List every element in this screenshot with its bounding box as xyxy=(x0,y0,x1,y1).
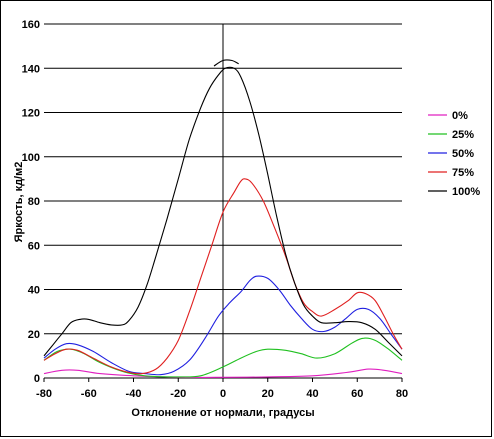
x-tick-label: 80 xyxy=(396,388,408,400)
series-line-4 xyxy=(43,178,403,375)
series-layer xyxy=(43,59,403,379)
x-tick-label: 0 xyxy=(220,388,226,400)
legend-label-3: 50% xyxy=(452,148,474,160)
x-tick-label: -80 xyxy=(36,388,52,400)
series-line-5 xyxy=(43,66,403,357)
legend-label-1: 0% xyxy=(452,110,468,122)
x-tick-label: 60 xyxy=(351,388,363,400)
y-tick-label: 100 xyxy=(22,152,40,164)
legend-label-5: 100% xyxy=(452,186,480,198)
legend-label-2: 25% xyxy=(452,129,474,141)
x-tick-label: -20 xyxy=(170,388,186,400)
x-axis-title: Отклонение от нормали, градусы xyxy=(131,407,314,419)
y-tick-label: 60 xyxy=(28,240,40,252)
peak-arc xyxy=(213,59,239,67)
legend: 0% 25% 50% 75% 100% xyxy=(428,110,480,198)
y-tick-label: 20 xyxy=(28,329,40,341)
series-line-3 xyxy=(43,275,403,376)
legend-label-4: 75% xyxy=(452,167,474,179)
x-tick-label: 40 xyxy=(306,388,318,400)
y-tick-label: 140 xyxy=(22,63,40,75)
y-tick-label: 40 xyxy=(28,285,40,297)
y-axis-title: Яркость, кд/м2 xyxy=(13,162,25,243)
x-tick-label: -60 xyxy=(81,388,97,400)
x-tick-label: 20 xyxy=(262,388,274,400)
y-tick-label: 0 xyxy=(34,373,40,385)
y-tick-label: 80 xyxy=(28,196,40,208)
axis-layer: 0 20 40 60 80 100 120 140 160 -80 -60 -40 -20 0 20 40 60… xyxy=(22,19,408,400)
x-tick-label: -40 xyxy=(126,388,142,400)
y-tick-label: 160 xyxy=(22,19,40,31)
series-line-1 xyxy=(43,368,403,379)
y-tick-label: 120 xyxy=(22,108,40,120)
